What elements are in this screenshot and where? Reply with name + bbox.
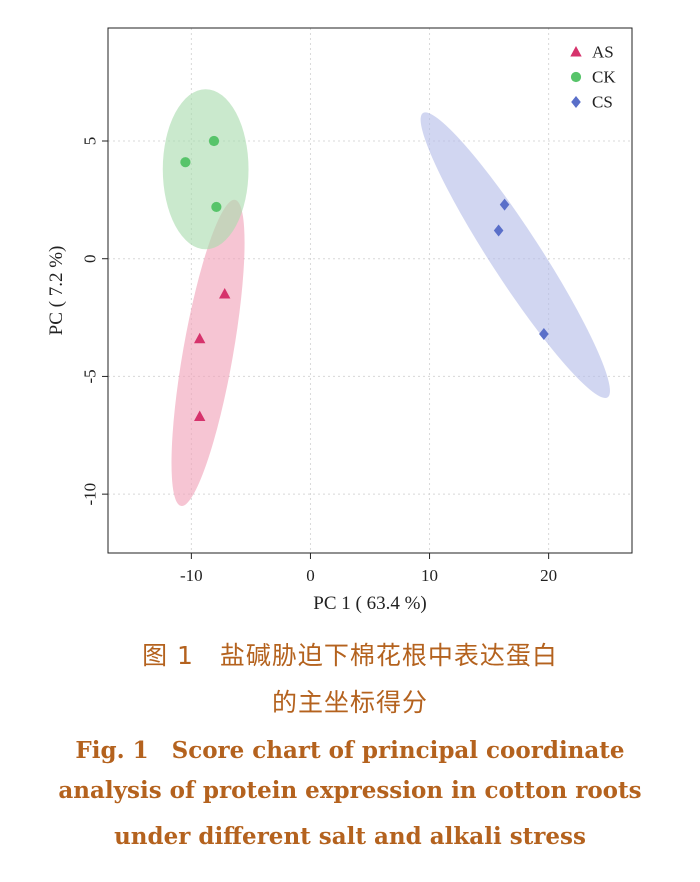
ellipse-as (171, 199, 245, 506)
point-cs (499, 198, 510, 211)
caption-zh-line-1: 图 1 盐碱胁迫下棉花根中表达蛋白 (142, 641, 558, 670)
point-cs (493, 224, 504, 237)
legend: AS CK CS (570, 43, 616, 112)
data-points (180, 135, 549, 421)
x-axis-title: PC 1 ( 63.4 %) (313, 593, 426, 614)
legend-label-ck: CK (592, 68, 616, 87)
point-ck (211, 201, 222, 213)
point-as (194, 332, 206, 344)
ellipse-cs (420, 112, 610, 398)
point-ck (180, 157, 191, 168)
caption-en-line-2: analysis of protein expression in cotton… (58, 777, 642, 804)
x-tick-label: 10 (421, 566, 438, 585)
axis-ticks: -10 0 10 20 5 0 -5 -10 (81, 137, 558, 585)
caption-zh-line-2: 的主坐标得分 (271, 688, 428, 717)
plot-frame (107, 27, 633, 554)
y-tick-label: -5 (81, 369, 100, 383)
legend-marker-ck (570, 71, 582, 83)
x-tick-label: 20 (540, 566, 557, 585)
ellipse-ck (162, 89, 249, 250)
y-tick-label: 0 (81, 254, 100, 263)
caption-en-line-3: under different salt and alkali stress (114, 823, 586, 850)
point-as (194, 410, 206, 421)
caption-en-line-1: Fig. 1 Score chart of principal coordina… (75, 737, 625, 764)
point-ck (208, 135, 220, 147)
point-as (219, 288, 231, 299)
y-axis-title: PC ( 7.2 %) (46, 246, 67, 336)
point-cs (539, 328, 549, 341)
y-tick-label: 5 (81, 137, 100, 146)
confidence-ellipses (162, 89, 610, 506)
x-tick-label: 0 (306, 566, 315, 585)
legend-label-as: AS (592, 43, 614, 62)
pcoa-chart-svg: -10 0 10 20 5 0 -5 -10 AS CK CS PC 1 ( 63.4 %) PC… (46, 27, 633, 614)
legend-marker-as (570, 46, 582, 57)
pcoa-chart: -10 0 10 20 5 0 -5 -10 AS CK CS PC 1 ( 63.4 %) PC… (46, 27, 633, 614)
y-tick-label: -10 (81, 483, 100, 506)
x-tick-label: -10 (180, 566, 203, 585)
legend-label-cs: CS (592, 93, 613, 112)
legend-marker-cs (571, 96, 581, 108)
